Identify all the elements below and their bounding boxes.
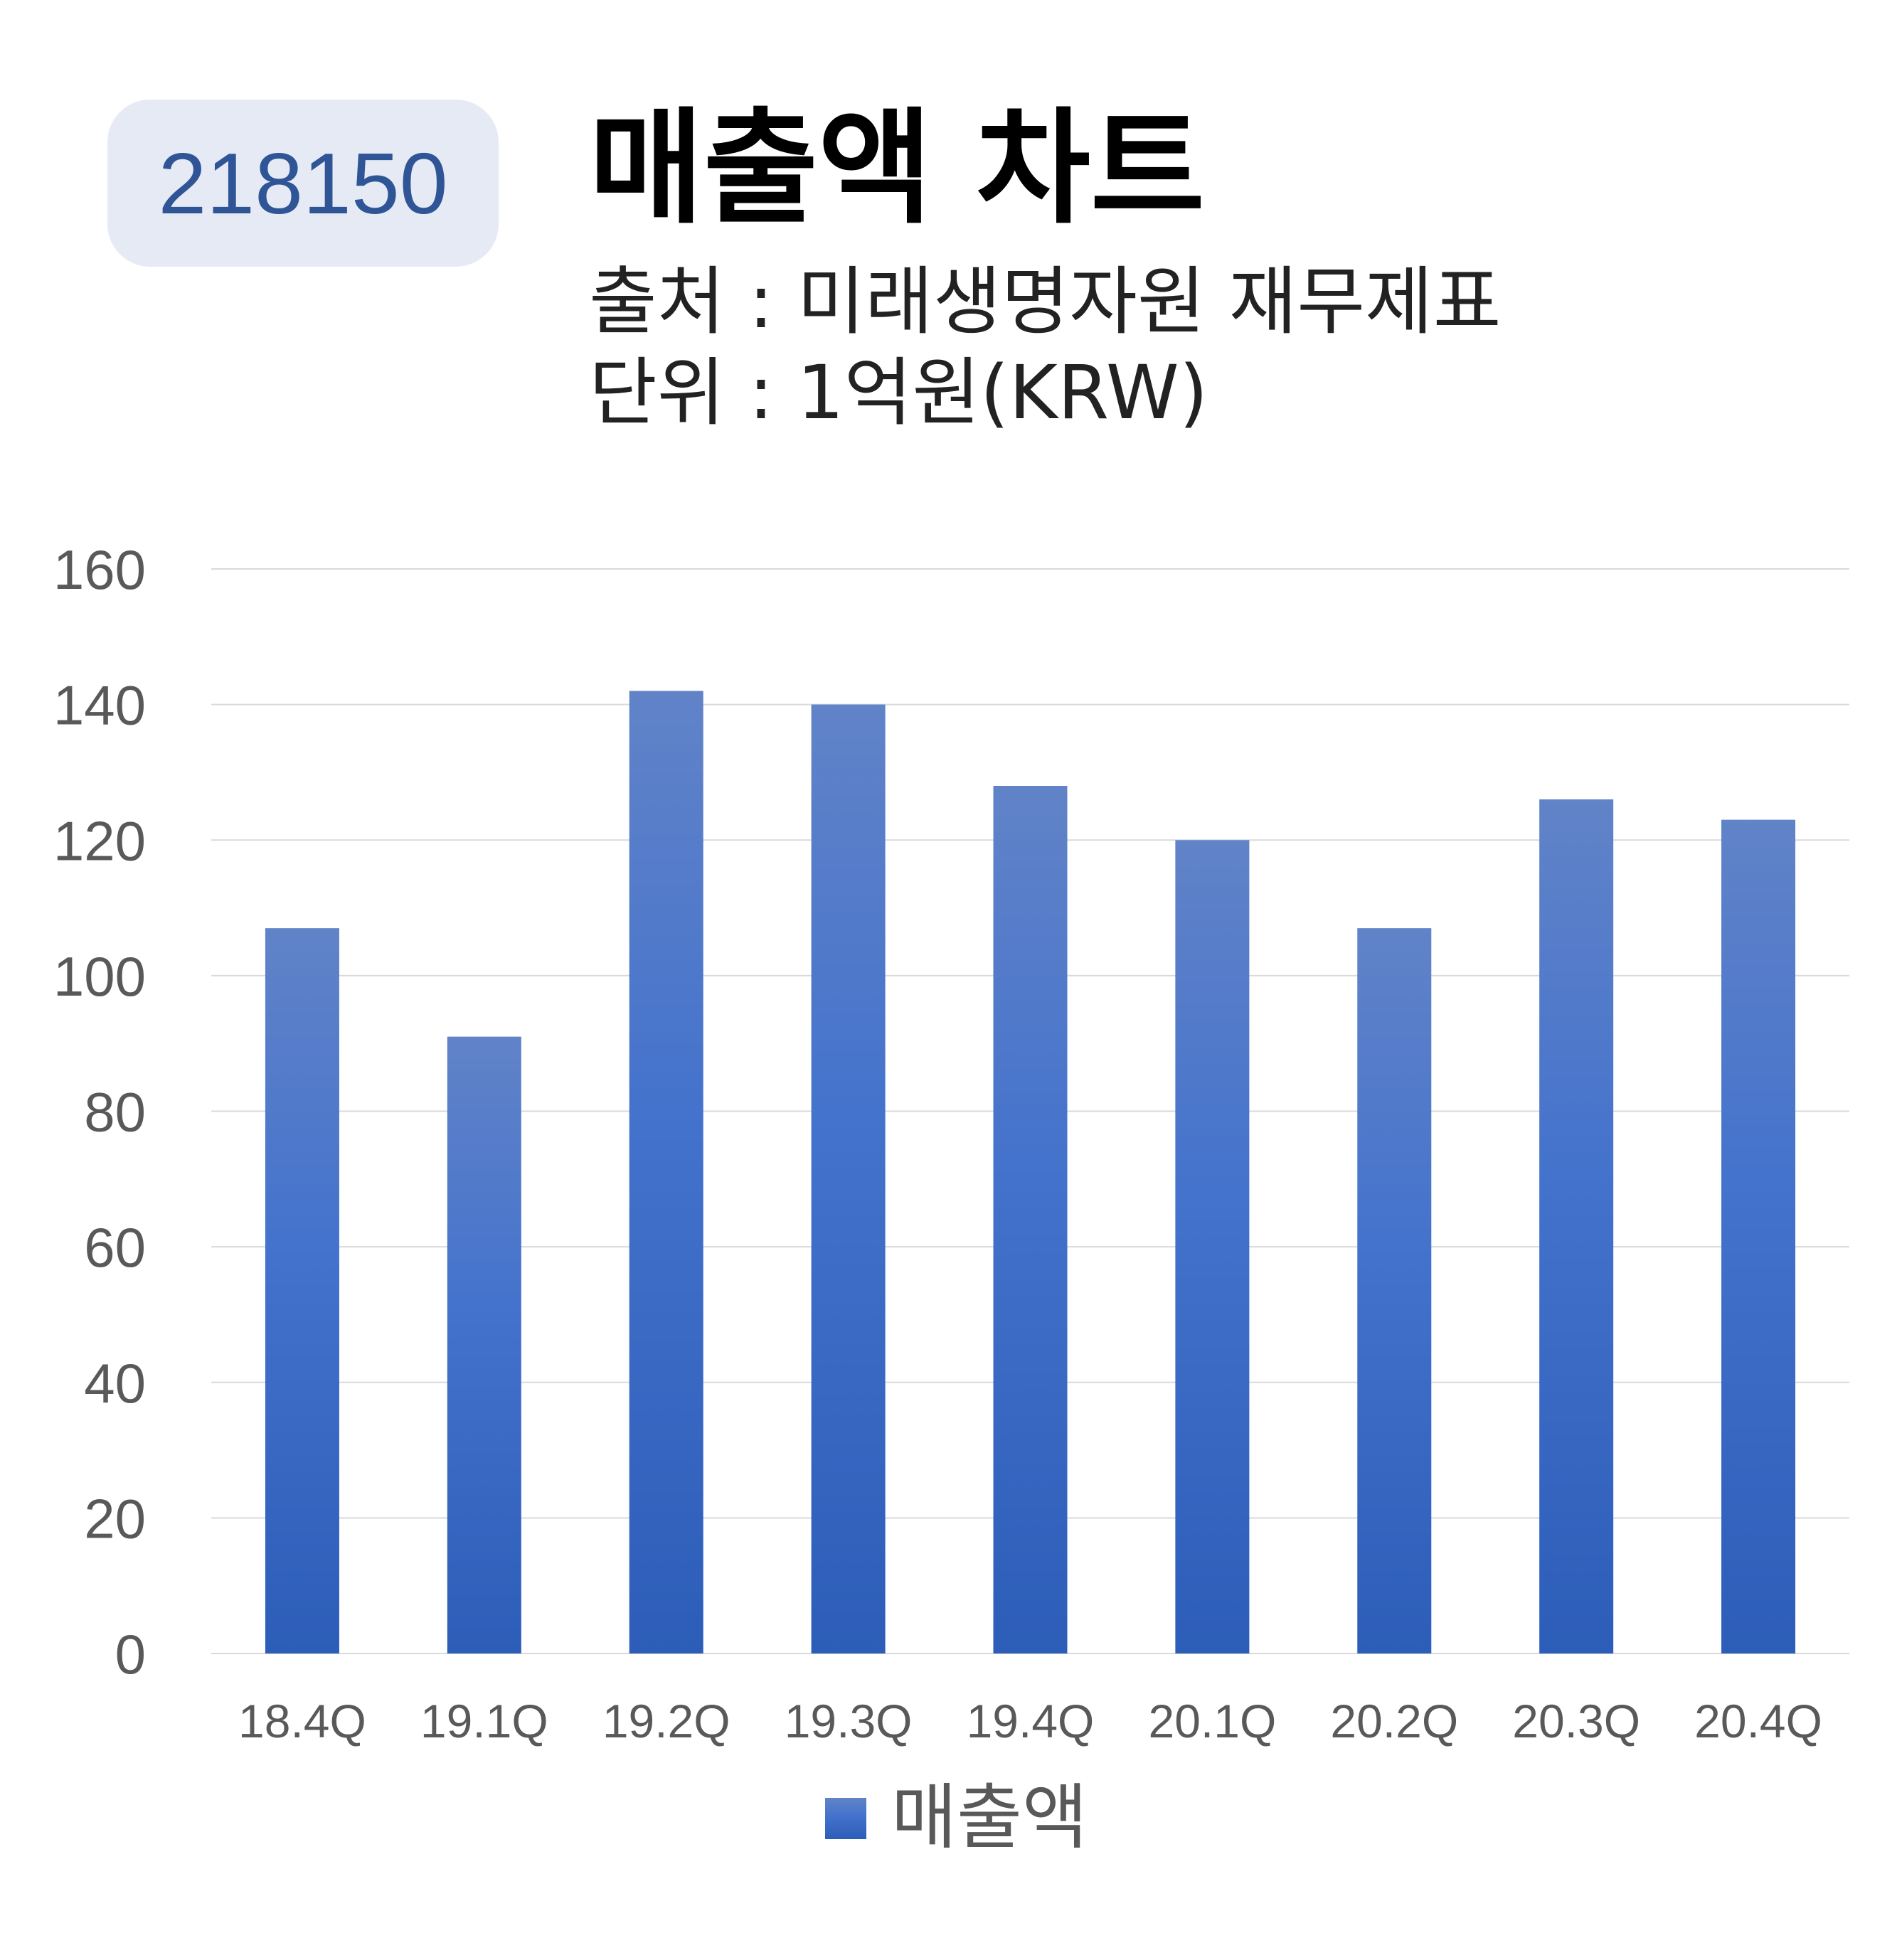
chart-title: 매출액 차트 bbox=[589, 97, 1205, 241]
y-tick-label: 140 bbox=[53, 674, 146, 737]
ticker-code: 218150 bbox=[158, 134, 448, 232]
legend-label: 매출액 bbox=[891, 1776, 1088, 1859]
ticker-badge: 218150 bbox=[107, 100, 499, 267]
y-tick-label: 80 bbox=[84, 1081, 146, 1144]
bar-20.2Q bbox=[1357, 928, 1432, 1653]
bars bbox=[265, 691, 1796, 1653]
y-tick-label: 120 bbox=[53, 809, 146, 872]
y-axis-ticks: 0 20 40 60 80 100 120 140 160 bbox=[53, 538, 146, 1685]
bar-20.1Q bbox=[1175, 840, 1250, 1653]
bar-19.4Q bbox=[993, 786, 1068, 1653]
y-tick-label: 40 bbox=[84, 1352, 146, 1415]
x-tick-label: 19.1Q bbox=[420, 1695, 548, 1747]
legend: 매출액 bbox=[825, 1776, 1088, 1859]
y-tick-label: 60 bbox=[84, 1216, 146, 1279]
y-tick-label: 0 bbox=[115, 1623, 146, 1685]
x-tick-label: 19.4Q bbox=[967, 1695, 1095, 1747]
y-tick-label: 160 bbox=[53, 538, 146, 601]
x-tick-label: 20.1Q bbox=[1148, 1695, 1276, 1747]
bar-19.2Q bbox=[629, 691, 703, 1653]
x-tick-label: 18.4Q bbox=[238, 1695, 366, 1747]
bar-19.3Q bbox=[811, 704, 886, 1653]
unit-note: 단위 : 1억원(KRW) bbox=[589, 349, 1208, 436]
x-tick-label: 19.2Q bbox=[602, 1695, 730, 1747]
x-tick-label: 20.3Q bbox=[1512, 1695, 1640, 1747]
x-tick-label: 20.2Q bbox=[1330, 1695, 1458, 1747]
bar-18.4Q bbox=[265, 928, 339, 1653]
y-tick-label: 100 bbox=[53, 945, 146, 1008]
bar-20.3Q bbox=[1539, 799, 1614, 1653]
x-axis-labels: 18.4Q 19.1Q 19.2Q 19.3Q 19.4Q 20.1Q 20.2Q 20.3Q… bbox=[238, 1695, 1822, 1747]
x-tick-label: 19.3Q bbox=[785, 1695, 913, 1747]
legend-swatch bbox=[825, 1798, 866, 1839]
bar-19.1Q bbox=[447, 1036, 521, 1653]
x-tick-label: 20.4Q bbox=[1694, 1695, 1822, 1747]
source-note: 출처 : 미래생명자원 재무제표 bbox=[589, 258, 1502, 345]
y-tick-label: 20 bbox=[84, 1487, 146, 1550]
bar-20.4Q bbox=[1721, 819, 1796, 1653]
